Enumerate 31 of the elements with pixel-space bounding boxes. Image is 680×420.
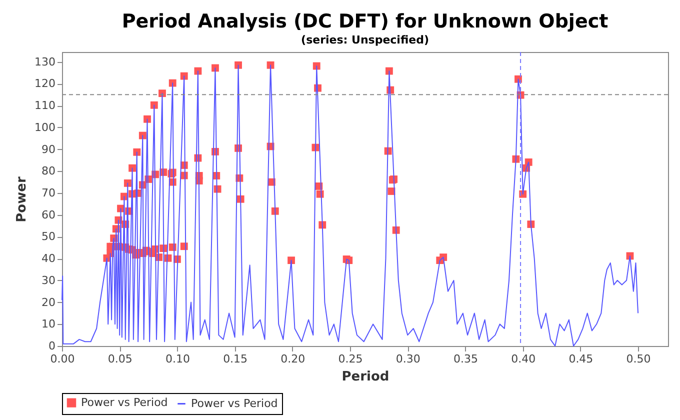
x-tick-label: 0.40 bbox=[511, 352, 536, 366]
y-tick-label: 70 bbox=[42, 186, 56, 200]
y-tick-label: 80 bbox=[42, 164, 56, 178]
x-tick-label: 0.45 bbox=[568, 352, 594, 366]
x-tick-label: 0.00 bbox=[50, 352, 75, 366]
y-tick-label: 120 bbox=[34, 77, 56, 90]
x-tick-label: 0.15 bbox=[223, 352, 248, 366]
x-tick-label: 0.20 bbox=[280, 352, 306, 366]
chart-title: Period Analysis (DC DFT) for Unknown Object bbox=[122, 10, 608, 32]
y-tick-label: 110 bbox=[34, 99, 56, 112]
legend-label: Power vs Period bbox=[191, 396, 278, 410]
x-tick-label: 0.35 bbox=[453, 352, 478, 366]
x-tick-label: 0.50 bbox=[626, 352, 651, 366]
x-tick-label: 0.30 bbox=[396, 352, 420, 366]
y-tick-label: 100 bbox=[34, 120, 56, 134]
y-tick-label: 50 bbox=[42, 230, 56, 244]
x-tick-label: 0.25 bbox=[338, 352, 363, 366]
x-tick-label: 0.10 bbox=[165, 352, 190, 366]
y-tick-label: 0 bbox=[48, 340, 56, 352]
y-tick-label: 130 bbox=[34, 55, 56, 68]
x-axis-title: Period bbox=[342, 370, 390, 384]
y-tick-label: 20 bbox=[42, 296, 56, 309]
y-tick-label: 10 bbox=[42, 318, 56, 331]
chart-subtitle: (series: Unspecified) bbox=[301, 34, 429, 46]
y-tick-label: 60 bbox=[42, 208, 56, 222]
legend-label: Power vs Period bbox=[81, 396, 168, 409]
y-tick-label: 40 bbox=[42, 252, 56, 266]
x-tick-label: 0.05 bbox=[108, 352, 132, 366]
y-tick-label: 30 bbox=[42, 274, 56, 287]
y-tick-label: 90 bbox=[42, 142, 56, 156]
y-axis-title: Power bbox=[14, 176, 30, 222]
